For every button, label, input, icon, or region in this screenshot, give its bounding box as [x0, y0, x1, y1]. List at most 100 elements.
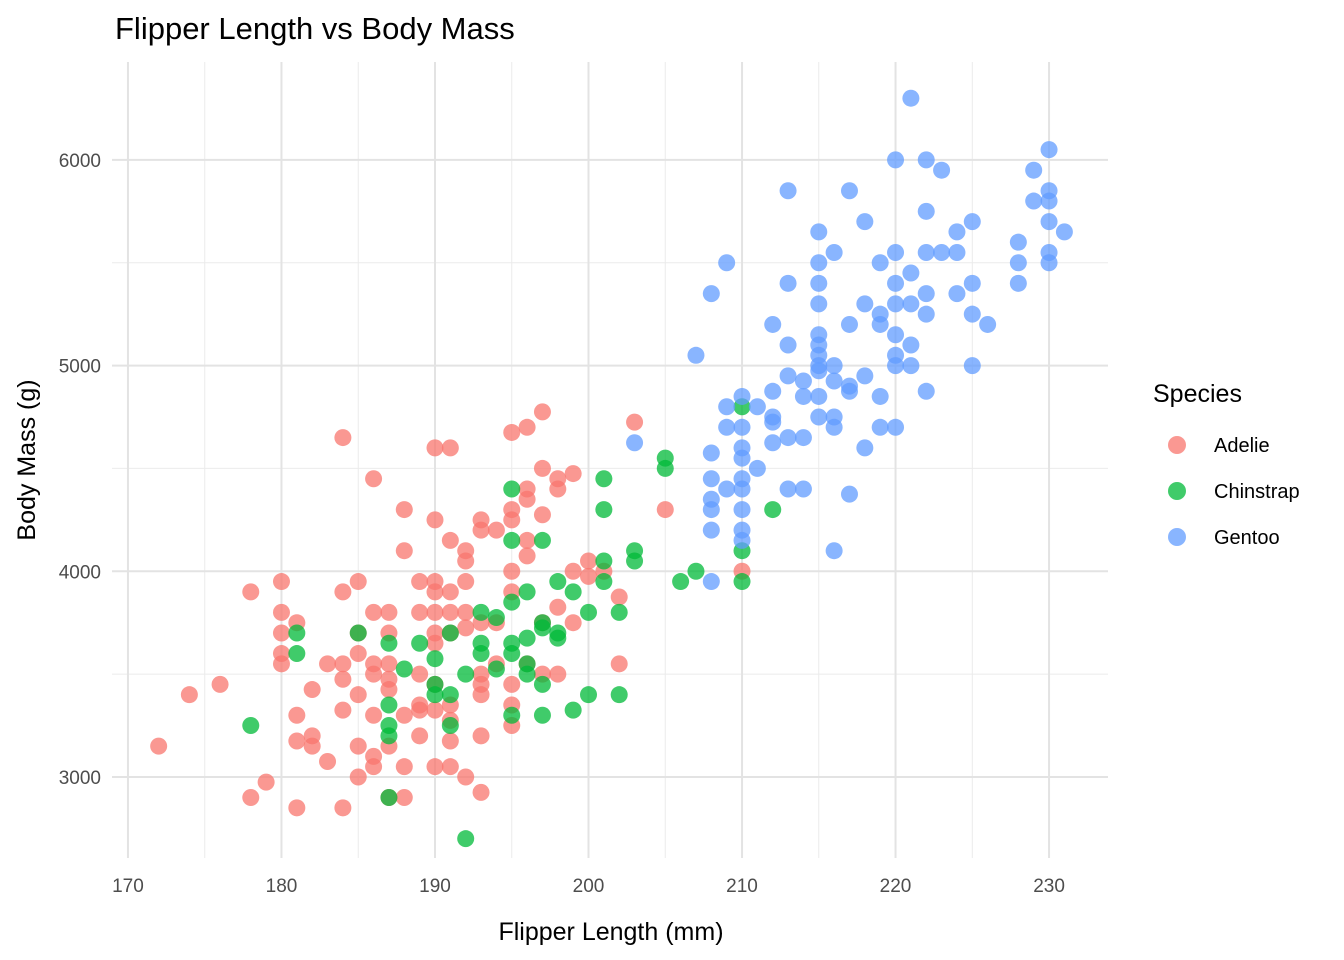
data-point [472, 603, 490, 621]
data-point [426, 701, 444, 719]
data-point [518, 665, 536, 683]
data-point [564, 583, 582, 601]
data-point [380, 696, 398, 714]
data-point [779, 367, 797, 385]
data-point [518, 490, 536, 508]
data-point [580, 686, 598, 704]
data-point [518, 547, 536, 565]
data-point [272, 655, 290, 673]
legend-label: Adelie [1214, 435, 1270, 457]
data-point [288, 706, 306, 724]
data-point [272, 624, 290, 642]
data-point [687, 346, 705, 364]
data-point [564, 614, 582, 632]
data-point [733, 387, 751, 405]
data-point [580, 567, 598, 585]
data-point [395, 706, 413, 724]
data-point [656, 501, 674, 519]
y-tick-label: 6000 [59, 151, 101, 172]
data-point [365, 706, 383, 724]
data-point [288, 799, 306, 817]
data-point [779, 480, 797, 498]
data-point [411, 573, 429, 591]
data-point [871, 387, 889, 405]
data-point [902, 295, 920, 313]
data-point [549, 480, 567, 498]
data-point [733, 449, 751, 467]
data-point [441, 439, 459, 457]
data-point [1009, 274, 1027, 292]
data-point [564, 562, 582, 580]
data-point [487, 660, 505, 678]
data-point [349, 624, 367, 642]
x-tick-label: 200 [573, 876, 605, 897]
data-point [395, 660, 413, 678]
data-point [887, 418, 905, 436]
legend-key-chinstrap [1168, 482, 1186, 500]
data-point [595, 552, 613, 570]
data-point [687, 562, 705, 580]
data-point [810, 362, 828, 380]
data-point [595, 501, 613, 519]
data-point [503, 531, 521, 549]
data-point [1009, 233, 1027, 251]
x-axis-title: Flipper Length (mm) [498, 918, 723, 946]
legend-key-adelie [1168, 436, 1186, 454]
data-point [411, 727, 429, 745]
data-point [334, 670, 352, 688]
data-point [856, 295, 874, 313]
y-tick-label: 5000 [59, 357, 101, 378]
data-point [380, 789, 398, 807]
data-point [411, 701, 429, 719]
data-point [748, 398, 766, 416]
data-point [1040, 213, 1058, 231]
data-point [856, 439, 874, 457]
data-point [349, 768, 367, 786]
data-point [902, 336, 920, 354]
data-point [549, 598, 567, 616]
data-point [963, 213, 981, 231]
data-point [180, 686, 198, 704]
data-point [979, 315, 997, 333]
data-point [426, 439, 444, 457]
data-point [441, 686, 459, 704]
data-point [242, 717, 260, 735]
x-tick-label: 220 [880, 876, 912, 897]
data-point [871, 315, 889, 333]
data-point [349, 645, 367, 663]
data-point [472, 521, 490, 539]
data-point [441, 758, 459, 776]
data-point [395, 542, 413, 560]
data-point [887, 357, 905, 375]
data-point [472, 686, 490, 704]
data-point [380, 603, 398, 621]
data-point [334, 701, 352, 719]
y-axis-ticks: 3000 4000 5000 6000 [59, 151, 101, 789]
data-point [887, 274, 905, 292]
data-point [272, 603, 290, 621]
chart-title: Flipper Length vs Body Mass [115, 11, 515, 46]
data-point [365, 603, 383, 621]
data-point [810, 387, 828, 405]
data-point [887, 151, 905, 169]
series-gentoo [626, 89, 1073, 591]
data-point [702, 521, 720, 539]
data-point [503, 706, 521, 724]
data-point [656, 459, 674, 477]
data-point [533, 531, 551, 549]
data-point [503, 675, 521, 693]
data-point [825, 418, 843, 436]
data-point [902, 264, 920, 282]
data-point [810, 223, 828, 241]
data-point [580, 552, 598, 570]
data-point [426, 511, 444, 529]
data-point [1040, 254, 1058, 272]
data-point [1040, 192, 1058, 210]
data-point [963, 305, 981, 323]
data-point [242, 583, 260, 601]
data-point [319, 655, 337, 673]
x-tick-label: 170 [112, 876, 144, 897]
data-point [733, 501, 751, 519]
data-point [902, 89, 920, 107]
data-point [349, 686, 367, 704]
